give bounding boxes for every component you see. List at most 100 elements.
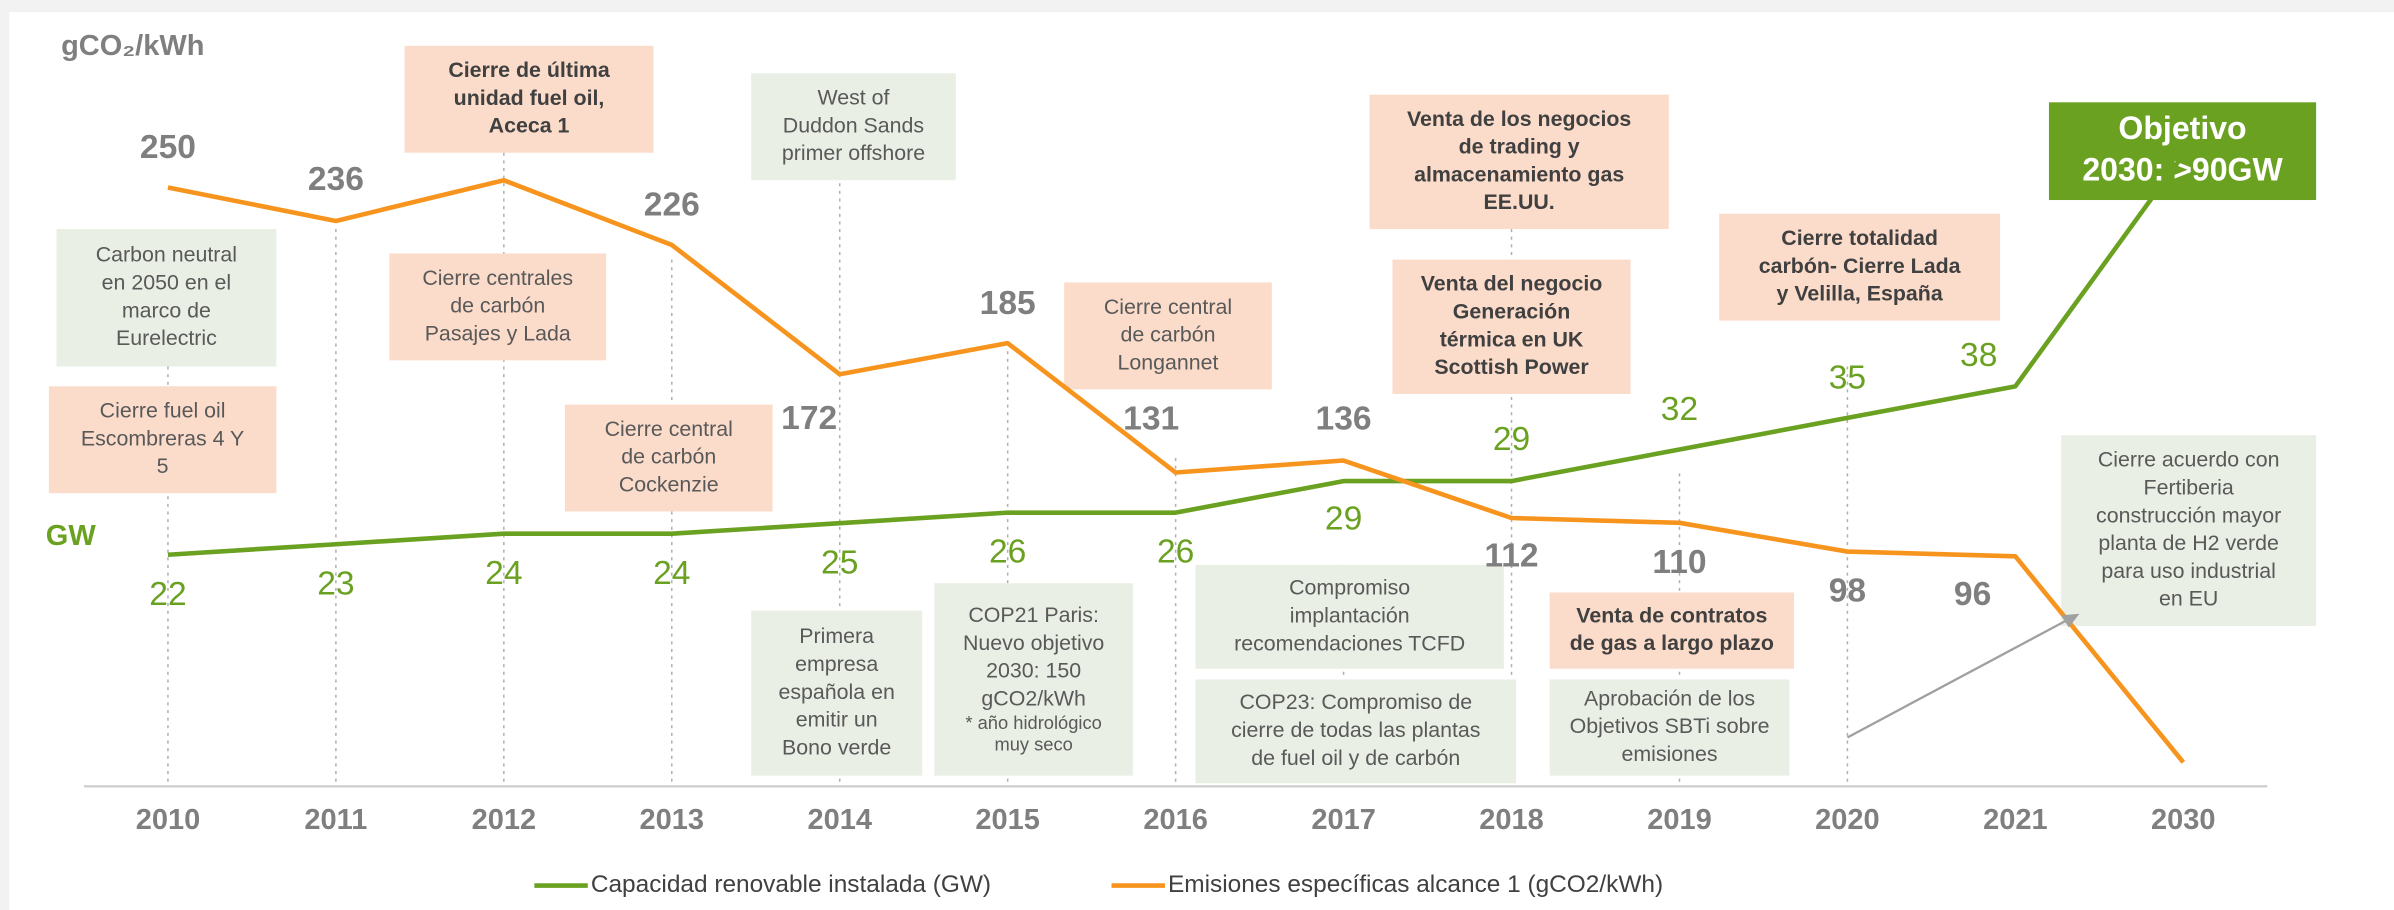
annotation-text: Aceca 1 — [489, 114, 570, 138]
x-tick-label: 2019 — [1647, 804, 1712, 836]
data-label: 35 — [1829, 360, 1866, 397]
x-tick-label: 2017 — [1311, 804, 1376, 836]
gw-axis-label: GW — [46, 520, 97, 552]
annotation-box — [934, 583, 1133, 776]
annotation-text: almacenamiento gas — [1414, 162, 1624, 186]
x-tick-label: 2012 — [472, 804, 537, 836]
annotation-text: térmica en UK — [1440, 327, 1584, 351]
data-label: 226 — [644, 187, 700, 224]
annotation-box — [1719, 213, 2001, 321]
x-tick-label: 2014 — [807, 804, 872, 836]
annotation-text: de carbón — [1120, 323, 1215, 347]
annotation-text: Venta del negocio — [1421, 272, 1603, 296]
annotation-text: de gas a largo plazo — [1570, 631, 1774, 655]
annotation-box — [1195, 679, 1517, 784]
annotation-box — [48, 386, 277, 494]
annotation-text: gCO2/kWh — [981, 686, 1085, 710]
x-tick-label: 2030 — [2151, 804, 2216, 836]
data-label: 250 — [140, 129, 196, 166]
annotation-text: Scottish Power — [1434, 355, 1588, 379]
annotation-text: COP23: Compromiso de — [1239, 690, 1472, 714]
data-label: 110 — [1652, 544, 1706, 581]
annotation-text: emisiones — [1621, 742, 1717, 766]
annotation-text: Fertiberia — [2144, 476, 2234, 500]
annotation-text: Escombreras 4 Y — [81, 426, 244, 450]
annotation-box — [404, 45, 654, 153]
annotation-text: Cierre fuel oil — [100, 399, 226, 423]
annotation-text: unidad fuel oil, — [454, 86, 605, 110]
data-label: 26 — [1157, 534, 1194, 571]
data-label: 96 — [1954, 576, 1991, 613]
annotation-text: empresa — [795, 652, 878, 676]
annotation-box — [56, 229, 277, 367]
annotation-text: recomendaciones TCFD — [1234, 631, 1465, 655]
annotation-text: Duddon Sands — [783, 113, 924, 137]
data-label: 136 — [1316, 401, 1372, 438]
annotation-text: Cockenzie — [619, 472, 719, 496]
annotation-box — [1195, 564, 1504, 669]
annotation-note: * año hidrológico — [965, 712, 1101, 733]
series-line — [167, 153, 2186, 558]
annotation-text: cierre de todas las plantas — [1231, 718, 1480, 742]
annotation-text: Aprobación de los — [1584, 686, 1755, 710]
annotation-text: marco de — [122, 298, 211, 322]
data-label: 29 — [1493, 421, 1530, 458]
data-label: 26 — [989, 534, 1026, 571]
annotation-text: en 2050 en el — [102, 270, 231, 294]
annotation-text: Primera — [799, 624, 874, 648]
data-label: 23 — [317, 565, 354, 602]
annotation-text: 2030: 150 — [986, 659, 1081, 683]
annotation-text: construcción mayor — [2096, 503, 2281, 527]
annotation-box — [751, 73, 956, 181]
series-line — [167, 177, 2186, 764]
annotation-text: Generación — [1453, 299, 1571, 323]
data-label: 25 — [821, 544, 858, 581]
annotation-text: carbón- Cierre Lada — [1759, 254, 1962, 278]
annotation-box — [1064, 282, 1272, 390]
annotation-text: Cierre acuerdo con — [2098, 448, 2280, 472]
data-label: 236 — [308, 161, 364, 198]
data-label: 29 — [1325, 501, 1362, 538]
annotation-text: en EU — [2159, 587, 2218, 611]
legend-label: Emisiones específicas alcance 1 (gCO2/kW… — [1168, 871, 1663, 898]
annotation-text: COP21 Paris: — [968, 603, 1099, 627]
x-tick-label: 2010 — [136, 804, 201, 836]
annotation-box — [1549, 592, 1794, 669]
x-tick-label: 2013 — [640, 804, 705, 836]
annotation-box — [564, 404, 773, 512]
annotation-text: planta de H2 verde — [2098, 531, 2279, 555]
annotation-box — [1549, 679, 1790, 776]
annotation-text: Cierre central — [605, 417, 733, 441]
annotation-box — [751, 610, 923, 776]
annotation-text: primer offshore — [782, 141, 925, 165]
data-label: 112 — [1484, 538, 1538, 575]
annotation-note: muy seco — [994, 734, 1072, 755]
legend-label: Capacidad renovable instalada (GW) — [591, 871, 991, 898]
x-tick-label: 2021 — [1983, 804, 2048, 836]
annotation-text: EE.UU. — [1484, 190, 1555, 214]
annotation-text: de trading y — [1459, 135, 1580, 159]
data-label: 98 — [1829, 573, 1866, 610]
annotation-text: implantación — [1290, 603, 1410, 627]
x-tick-label: 2018 — [1479, 804, 1544, 836]
annotation-text: para uso industrial — [2101, 559, 2276, 583]
annotation-text: y Velilla, España — [1777, 282, 1944, 306]
annotation-text: Carbon neutral — [96, 243, 237, 267]
arrow — [1846, 617, 2071, 739]
annotation-box — [1392, 259, 1631, 394]
annotation-text: Cierre centrales — [422, 266, 573, 290]
annotation-text: emitir un — [796, 708, 878, 732]
annotation-text: española en — [778, 680, 894, 704]
annotation-text: de carbón — [621, 445, 716, 469]
data-label: 22 — [149, 576, 186, 613]
data-label: 32 — [1661, 391, 1698, 428]
annotation-box — [389, 253, 607, 361]
data-label: 24 — [653, 555, 690, 592]
annotation-text: Venta de los negocios — [1407, 107, 1631, 131]
annotation-text: Cierre central — [1104, 295, 1232, 319]
y-axis-label: gCO₂/kWh — [61, 30, 204, 62]
annotation-text: Bono verde — [782, 735, 891, 759]
annotation-box — [1369, 94, 1669, 230]
annotation-text: Nuevo objetivo — [963, 631, 1104, 655]
